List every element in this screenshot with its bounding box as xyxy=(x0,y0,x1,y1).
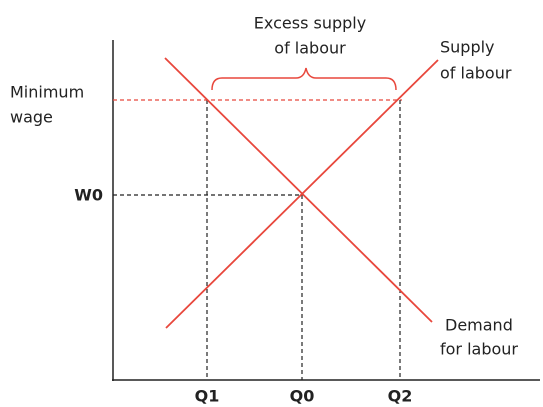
supply-label: Supply xyxy=(440,38,495,57)
excess-supply-label: Excess supply xyxy=(254,14,366,33)
minimum-wage-label: wage xyxy=(10,108,53,127)
wage-label: W0 xyxy=(74,186,103,205)
brace xyxy=(211,67,397,91)
demand-label: Demand xyxy=(445,316,513,335)
minimum-wage-label: Minimum xyxy=(10,83,84,102)
quantity-label: Q1 xyxy=(195,387,220,406)
quantity-label: Q0 xyxy=(290,387,315,406)
quantity-label: Q2 xyxy=(388,387,413,406)
excess-supply-label: of labour xyxy=(274,39,346,58)
supply-curve xyxy=(165,59,439,329)
demand-curve xyxy=(164,57,433,323)
demand-label: for labour xyxy=(440,340,518,359)
supply-label: of labour xyxy=(440,64,512,83)
